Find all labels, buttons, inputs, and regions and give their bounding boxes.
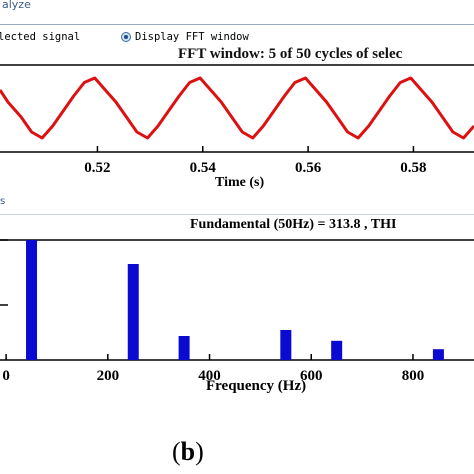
- group-divider: [0, 24, 474, 25]
- freq-tick-label: 200: [97, 368, 120, 384]
- time-signal-plot: 0.52 0.54 0.56 0.58: [0, 64, 474, 174]
- caption-letter: b: [180, 437, 196, 466]
- freq-ticks: 0 200 400 600 800: [2, 354, 424, 384]
- time-tick-label: 0.54: [190, 160, 217, 174]
- spectrum-bar: [26, 240, 38, 360]
- display-fft-window-label: Display FFT window: [135, 31, 249, 43]
- figure-caption: (b): [172, 437, 204, 467]
- analyze-group-label: alyze: [2, 0, 31, 11]
- freq-tick-label: 800: [402, 368, 425, 384]
- caption-open: (: [172, 437, 181, 466]
- fft-window-title: FFT window: 5 of 50 cycles of selec: [178, 46, 403, 62]
- spectrum-axes: [0, 239, 474, 361]
- spectrum-bar: [280, 330, 292, 360]
- freq-tick-label: 0: [2, 368, 10, 384]
- selected-signal-label: lected signal: [0, 31, 81, 43]
- spectrum-bar: [331, 340, 343, 360]
- spectrum-bars: [26, 240, 444, 360]
- fundamental-label: Fundamental (50Hz) = 313.8 , THI: [190, 217, 397, 232]
- time-tick-label: 0.52: [84, 160, 110, 174]
- caption-close: ): [195, 437, 204, 466]
- spectrum-bar: [178, 336, 190, 360]
- radio-selected-icon[interactable]: [121, 32, 131, 42]
- fft-spectrum-plot: 0 200 400 600 800: [0, 214, 474, 384]
- freq-tick-label: 600: [300, 368, 323, 384]
- frequency-axis-label: Frequency (Hz): [206, 378, 307, 394]
- time-plot-axes: [0, 64, 474, 153]
- freq-tick-label: 400: [198, 368, 221, 384]
- time-tick-label: 0.58: [400, 160, 426, 174]
- time-axis-label: Time (s): [215, 175, 265, 190]
- spectrum-bar: [127, 264, 139, 360]
- spectrum-bar: [432, 349, 444, 360]
- time-tick-label: 0.56: [295, 160, 322, 174]
- signal-line: [0, 76, 474, 140]
- selected-signal-radio[interactable]: lected signal: [0, 31, 80, 43]
- spectrum-group-label: s: [0, 196, 6, 207]
- display-fft-window-radio[interactable]: Display FFT window: [121, 31, 249, 43]
- time-ticks: 0.52 0.54 0.56 0.58: [84, 146, 427, 174]
